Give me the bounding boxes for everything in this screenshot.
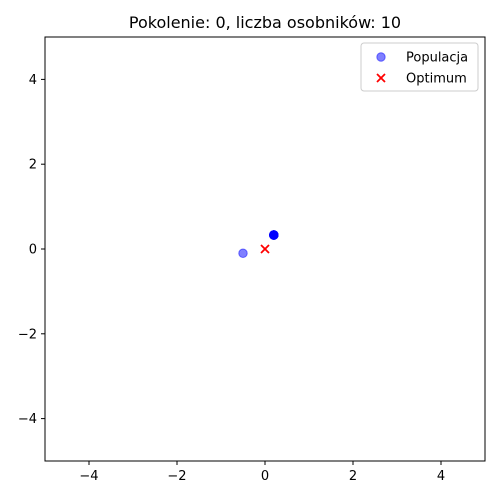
legend-label: Optimum bbox=[406, 72, 467, 87]
optimum-point-stroke bbox=[260, 244, 270, 254]
y-tick-label: 0 bbox=[29, 243, 37, 258]
y-tick-label: −4 bbox=[18, 412, 37, 427]
axes-frame bbox=[44, 36, 486, 462]
legend-marker-stroke bbox=[376, 73, 386, 83]
population-point bbox=[238, 248, 248, 258]
legend-marker bbox=[376, 73, 386, 83]
legend: Populacja Optimum bbox=[360, 42, 479, 92]
y-tick-label: 2 bbox=[29, 158, 37, 173]
x-tick-label: −4 bbox=[79, 469, 98, 484]
x-tick-label: 2 bbox=[349, 469, 357, 484]
plot-area: −4 −2 0 2 4 −4 −2 0 2 4 bbox=[18, 73, 445, 484]
legend-marker bbox=[376, 52, 386, 62]
y-tick-label: 4 bbox=[29, 73, 37, 88]
y-tick-label: −2 bbox=[18, 327, 37, 342]
x-tick-label: −2 bbox=[167, 469, 186, 484]
legend-label: Populacja bbox=[406, 51, 468, 66]
x-tick-label: 4 bbox=[437, 469, 445, 484]
x-tick-label: 0 bbox=[261, 469, 269, 484]
population-point bbox=[269, 230, 279, 240]
legend-box bbox=[360, 42, 479, 92]
chart-title: Pokolenie: 0, liczba osobników: 10 bbox=[129, 13, 401, 32]
optimum-point bbox=[260, 244, 270, 254]
